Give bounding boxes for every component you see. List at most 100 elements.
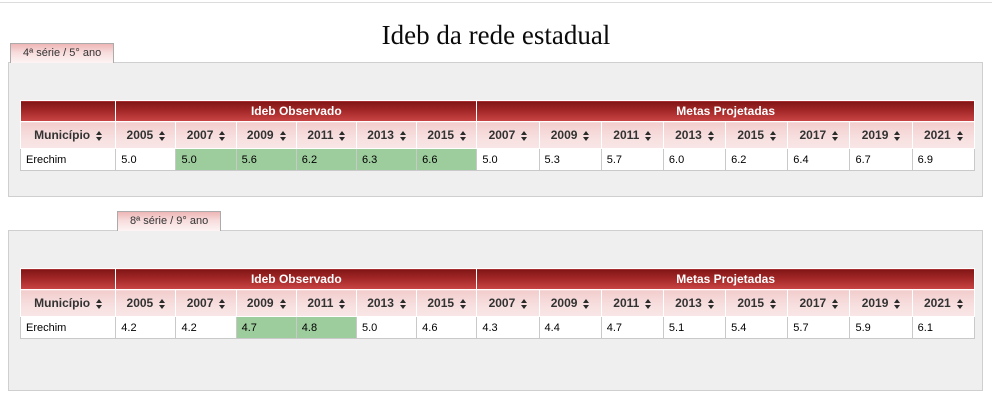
column-header-label: 2007 [186,128,214,142]
obs-value-cell: 4.8 [295,316,357,339]
column-header-label: 2019 [861,128,889,142]
tab-serie-8-9[interactable]: 8ª série / 9° ano [117,211,222,231]
column-header-meta-2009[interactable]: 2009 [538,289,602,317]
ideb-table-serie-4-5: Ideb Observado Metas Projetadas Municípi… [19,100,976,171]
column-header-label: 2007 [488,296,516,310]
meta-value-cell: 5.3 [538,148,602,171]
column-header-meta-2021[interactable]: 2021 [911,121,976,149]
column-header-meta-2015[interactable]: 2015 [725,289,789,317]
column-header-label: 2011 [307,128,334,142]
column-header-meta-2007[interactable]: 2007 [476,121,540,149]
column-header-obs-2013[interactable]: 2013 [355,289,418,317]
column-header-meta-2013[interactable]: 2013 [662,289,727,317]
column-header-meta-2019[interactable]: 2019 [849,289,913,317]
sort-icon [159,298,166,309]
obs-value-cell: 5.0 [175,148,237,171]
column-header-label: 2005 [126,128,154,142]
column-header-obs-2009[interactable]: 2009 [235,289,297,317]
meta-value-cell: 4.3 [476,316,540,339]
column-header-meta-2007[interactable]: 2007 [476,289,540,317]
sort-icon [96,298,103,309]
column-header-obs-2005[interactable]: 2005 [115,121,177,149]
column-header-obs-2013[interactable]: 2013 [355,121,418,149]
meta-value-cell: 6.7 [849,148,913,171]
column-header-label: 2017 [799,128,827,142]
obs-value-cell: 4.7 [235,316,297,339]
municipio-cell: Erechim [19,316,117,339]
sort-icon [279,130,286,141]
column-header-meta-2015[interactable]: 2015 [725,121,789,149]
column-header-meta-2011[interactable]: 2011 [600,121,664,149]
meta-value-cell: 5.0 [476,148,540,171]
column-header-municipio[interactable]: Município [19,289,117,317]
group-header-observado: Ideb Observado [115,268,478,290]
column-header-label: Município [34,128,91,142]
column-header-label: 2015 [427,296,455,310]
column-header-obs-2011[interactable]: 2011 [295,121,357,149]
column-header-label: 2021 [923,296,951,310]
group-header-observado: Ideb Observado [115,100,478,122]
obs-value-cell: 6.6 [416,148,478,171]
meta-value-cell: 6.0 [662,148,727,171]
column-header-obs-2005[interactable]: 2005 [115,289,177,317]
column-header-meta-2013[interactable]: 2013 [662,121,727,149]
column-header-meta-2017[interactable]: 2017 [787,289,851,317]
sort-icon [832,130,839,141]
sort-icon [956,298,963,309]
sort-icon [521,130,528,141]
sort-icon [96,130,103,141]
column-header-label: 2013 [367,296,394,310]
obs-value-cell: 5.0 [355,316,418,339]
sort-icon [279,298,286,309]
column-header-label: 2011 [613,128,640,142]
column-header-label: 2017 [799,296,827,310]
sort-icon [707,130,714,141]
column-header-meta-2011[interactable]: 2011 [600,289,664,317]
obs-value-cell: 5.0 [115,148,177,171]
meta-value-cell: 6.4 [787,148,851,171]
sort-icon [339,130,346,141]
column-header-label: 2011 [613,296,640,310]
obs-value-cell: 6.3 [355,148,418,171]
group-header-spacer [19,268,117,290]
column-header-municipio[interactable]: Município [19,121,117,149]
meta-value-cell: 5.4 [725,316,789,339]
sort-icon [707,298,714,309]
column-header-meta-2019[interactable]: 2019 [849,121,913,149]
column-header-meta-2021[interactable]: 2021 [911,289,976,317]
group-header-spacer [19,100,117,122]
column-header-label: 2015 [427,128,455,142]
sort-icon [159,130,166,141]
column-header-label: 2009 [246,296,274,310]
table-row-erechim: Erechim 5.0 5.0 5.6 6.2 6.3 6.6 5.0 5.3 … [19,148,976,171]
column-header-obs-2015[interactable]: 2015 [416,289,478,317]
column-header-label: 2011 [307,296,334,310]
sort-icon [894,298,901,309]
sort-icon [399,298,406,309]
tab-serie-4-5[interactable]: 4ª série / 5° ano [10,43,115,63]
column-header-label: 2007 [186,296,214,310]
meta-value-cell: 4.4 [538,316,602,339]
ideb-table-serie-8-9: Ideb Observado Metas Projetadas Municípi… [19,268,976,339]
obs-value-cell: 4.6 [416,316,478,339]
column-header-obs-2011[interactable]: 2011 [295,289,357,317]
sort-icon [460,130,467,141]
obs-value-cell: 4.2 [115,316,177,339]
column-header-label: 2019 [861,296,889,310]
sort-icon [956,130,963,141]
column-header-obs-2009[interactable]: 2009 [235,121,297,149]
column-header-obs-2007[interactable]: 2007 [175,289,237,317]
column-header-obs-2015[interactable]: 2015 [416,121,478,149]
sort-icon [219,298,226,309]
column-header-label: 2009 [246,128,274,142]
meta-value-cell: 5.9 [849,316,913,339]
column-header-obs-2007[interactable]: 2007 [175,121,237,149]
group-header-metas: Metas Projetadas [476,268,975,290]
meta-value-cell: 5.7 [787,316,851,339]
column-header-meta-2009[interactable]: 2009 [538,121,602,149]
obs-value-cell: 5.6 [235,148,297,171]
meta-value-cell: 5.7 [600,148,664,171]
column-header-meta-2017[interactable]: 2017 [787,121,851,149]
column-header-label: 2015 [737,296,765,310]
